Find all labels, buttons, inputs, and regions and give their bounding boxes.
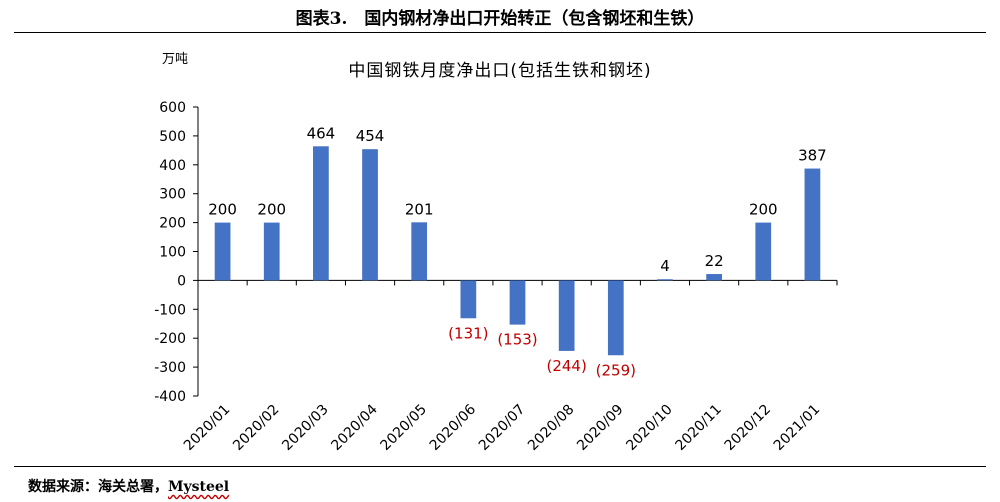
x-tick-label: 2020/04 xyxy=(328,401,381,454)
bar xyxy=(263,222,280,281)
chart-title: 中国钢铁月度净出口(包括生铁和钢坯) xyxy=(348,61,652,81)
data-label: (153) xyxy=(497,331,537,349)
y-tick-label: 300 xyxy=(159,187,186,203)
bar xyxy=(804,168,821,281)
bar xyxy=(214,222,231,281)
x-tick-label: 2020/03 xyxy=(279,402,331,454)
data-label: 22 xyxy=(705,252,724,270)
bar xyxy=(313,146,329,281)
x-tick-label: 2020/05 xyxy=(378,402,430,454)
bar xyxy=(755,222,772,281)
bar xyxy=(460,280,477,319)
x-tick-label: 2020/06 xyxy=(427,401,480,454)
y-tick-label: 500 xyxy=(159,129,186,145)
x-tick-label: 2020/11 xyxy=(672,402,724,454)
bar xyxy=(657,279,673,281)
y-tick-label: 400 xyxy=(159,158,186,174)
y-tick-label: 200 xyxy=(159,216,186,232)
data-label: (131) xyxy=(448,324,488,342)
y-tick-label: 100 xyxy=(159,245,186,261)
source-prefix: 数据来源：海关总署， xyxy=(28,479,168,495)
bar xyxy=(558,280,575,351)
bar xyxy=(706,274,722,281)
data-label: 200 xyxy=(208,201,237,219)
source-brand: Mysteel xyxy=(168,479,230,495)
y-tick-label: -300 xyxy=(154,360,186,376)
data-label: 200 xyxy=(257,201,286,219)
data-label: (244) xyxy=(546,357,586,375)
bar xyxy=(411,222,428,281)
data-label: 464 xyxy=(307,124,336,142)
bar xyxy=(362,149,378,281)
y-tick-label: -100 xyxy=(154,302,186,318)
source-note: 数据来源：海关总署，Mysteel xyxy=(28,476,229,496)
data-label: 4 xyxy=(660,257,670,275)
figure-title: 图表3. 国内钢材净出口开始转正（包含钢坯和生铁） xyxy=(295,9,705,29)
x-tick-label: 2020/12 xyxy=(722,402,774,454)
x-tick-label: 2020/08 xyxy=(525,402,577,454)
data-label: 387 xyxy=(798,147,827,165)
x-tick-label: 2021/01 xyxy=(771,402,823,454)
y-tick-label: 0 xyxy=(177,273,186,289)
data-label: 201 xyxy=(405,200,434,218)
y-tick-label: -200 xyxy=(154,331,186,347)
x-tick-label: 2020/07 xyxy=(476,402,528,454)
x-tick-label: 2020/02 xyxy=(230,402,282,454)
x-tick-label: 2020/09 xyxy=(574,402,626,454)
figure-header: 图表3. 国内钢材净出口开始转正（包含钢坯和生铁） xyxy=(0,0,1000,34)
unit-label: 万吨 xyxy=(162,52,189,67)
x-tick-label: 2020/01 xyxy=(181,402,233,454)
y-tick-label: -400 xyxy=(154,389,186,405)
bar xyxy=(509,280,526,325)
top-rule xyxy=(14,32,986,33)
data-label: 454 xyxy=(356,127,385,145)
y-tick-label: 600 xyxy=(159,100,186,116)
x-tick-label: 2020/10 xyxy=(623,402,675,454)
bar xyxy=(607,280,624,356)
data-label: 200 xyxy=(749,201,778,219)
data-label: (259) xyxy=(596,361,636,379)
bottom-rule xyxy=(14,466,986,467)
